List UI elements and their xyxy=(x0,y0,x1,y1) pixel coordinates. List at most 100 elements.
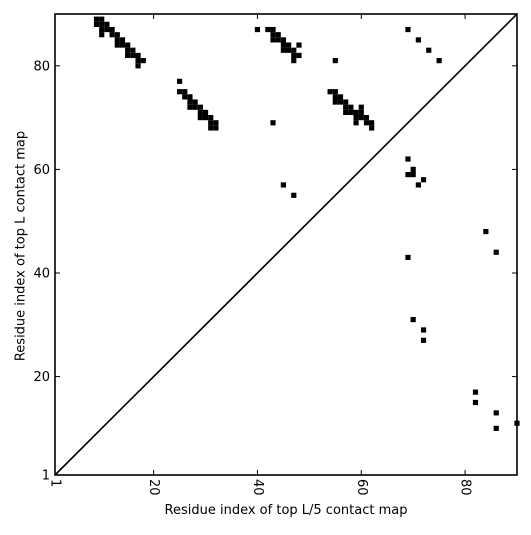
y-tick-label: 1 xyxy=(42,469,50,484)
contact-point xyxy=(291,47,297,53)
contact-point xyxy=(202,109,209,116)
contact-point xyxy=(353,120,359,126)
contact-point xyxy=(405,254,411,261)
contact-point xyxy=(410,166,416,172)
contact-point xyxy=(135,63,141,69)
contact-point xyxy=(348,104,354,110)
contact-point xyxy=(358,104,364,110)
contact-point xyxy=(140,58,146,64)
contact-point xyxy=(202,115,209,121)
contact-point xyxy=(99,26,105,33)
contact-point xyxy=(493,249,499,255)
contact-point xyxy=(332,89,338,95)
contact-point xyxy=(286,47,292,53)
contact-point xyxy=(187,99,193,105)
contact-point xyxy=(483,228,489,235)
contact-point xyxy=(176,78,183,84)
contact-point xyxy=(353,109,359,116)
contact-point xyxy=(197,115,203,121)
contact-point xyxy=(192,99,198,105)
contact-point xyxy=(337,99,344,105)
y-tick-label: 60 xyxy=(33,163,50,178)
contact-point xyxy=(343,99,349,105)
contact-point xyxy=(192,104,198,110)
contact-point xyxy=(93,16,100,22)
contact-point xyxy=(426,47,432,53)
contact-point xyxy=(493,410,499,416)
contact-point xyxy=(332,99,338,105)
contact-point xyxy=(405,171,411,178)
contact-point xyxy=(343,109,349,116)
contact-point xyxy=(213,125,219,131)
contact-point xyxy=(114,42,120,48)
contact-point xyxy=(182,89,188,95)
contact-point xyxy=(358,115,364,121)
contact-point xyxy=(125,42,131,48)
contact-point xyxy=(343,104,349,110)
contact-point xyxy=(280,182,286,188)
contact-point xyxy=(493,425,499,431)
contact-point xyxy=(270,32,276,38)
plot-frame xyxy=(54,13,518,476)
contact-point xyxy=(405,26,411,33)
contact-point xyxy=(254,26,261,33)
contact-point xyxy=(420,327,427,333)
contact-point xyxy=(415,182,421,188)
x-tick-label: 20 xyxy=(146,479,161,496)
contact-point xyxy=(296,42,302,48)
contact-point xyxy=(208,125,214,131)
contact-point xyxy=(410,317,416,323)
contact-point xyxy=(197,109,203,116)
contact-point xyxy=(270,120,276,126)
x-tick-label: 40 xyxy=(250,479,265,496)
contact-point xyxy=(275,37,281,43)
contact-point xyxy=(291,52,297,59)
contact-point xyxy=(363,120,370,126)
contact-point xyxy=(420,177,427,183)
contact-point xyxy=(187,104,193,110)
contact-point xyxy=(125,47,131,53)
contact-point xyxy=(358,109,364,116)
y-axis-label: Residue index of top L contact map xyxy=(13,130,29,362)
contact-point xyxy=(275,32,281,38)
contact-point xyxy=(436,58,442,64)
contact-point xyxy=(291,192,297,198)
contact-point xyxy=(119,42,126,48)
contact-point xyxy=(93,21,100,27)
contact-point xyxy=(208,115,214,121)
contact-point xyxy=(270,26,276,33)
y-tick-label: 80 xyxy=(33,59,50,74)
contact-point xyxy=(130,52,136,59)
contact-point xyxy=(208,120,214,126)
contact-point xyxy=(405,156,411,162)
contact-point xyxy=(182,94,188,100)
x-axis-label: Residue index of top L/5 contact map xyxy=(164,503,408,518)
contact-point xyxy=(114,37,120,43)
contact-point xyxy=(472,389,479,395)
contact-point xyxy=(327,89,333,95)
contact-point xyxy=(213,120,219,126)
contact-point xyxy=(472,399,479,406)
diagonal-line xyxy=(54,13,518,476)
contact-point xyxy=(348,109,354,116)
contact-point xyxy=(415,37,421,43)
x-tick-label: 60 xyxy=(354,479,369,496)
contact-point xyxy=(369,120,375,126)
contact-point xyxy=(363,115,370,121)
contact-point xyxy=(410,171,416,178)
contact-point xyxy=(99,32,105,38)
contact-point xyxy=(99,16,105,22)
y-tick-label: 20 xyxy=(33,370,50,385)
contact-point xyxy=(104,26,110,33)
contact-point xyxy=(197,104,203,110)
contact-point xyxy=(135,52,141,59)
contact-point xyxy=(280,37,286,43)
contact-point xyxy=(265,26,271,33)
contact-point xyxy=(286,42,292,48)
contact-point xyxy=(291,58,297,64)
contact-point xyxy=(420,337,427,343)
contact-point xyxy=(332,58,338,64)
contact-point xyxy=(270,37,276,43)
